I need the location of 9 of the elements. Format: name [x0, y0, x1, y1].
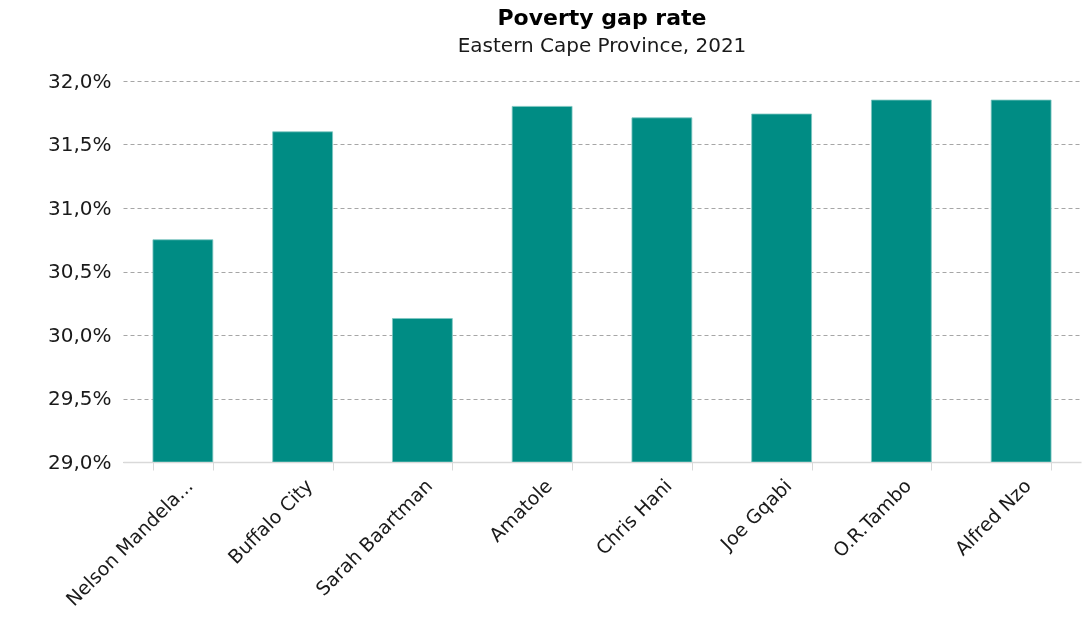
y-tick-label: 30,5% [47, 259, 112, 283]
y-tick-label: 29,0% [47, 449, 112, 474]
y-tick-label: 29,5% [47, 386, 112, 410]
y-tick-label: 32,0% [47, 68, 112, 93]
chart-subtitle: Eastern Cape Province, 2021 [457, 33, 747, 57]
y-tick-label: 31,5% [47, 132, 112, 156]
y-tick-label: 30,0% [47, 322, 112, 347]
chart-title: Poverty gap rate [497, 5, 707, 30]
y-tick-label: 31,0% [47, 195, 112, 220]
